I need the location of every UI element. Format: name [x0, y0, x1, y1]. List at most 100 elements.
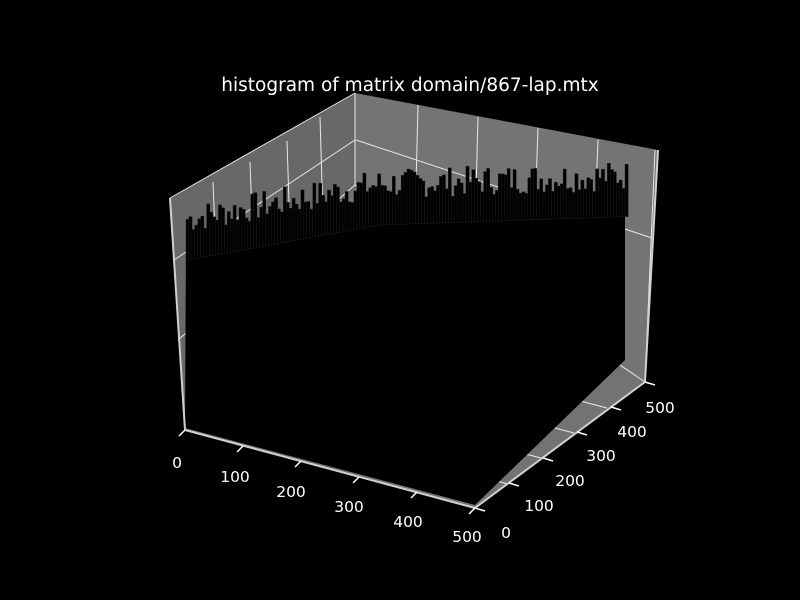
histogram-bar — [403, 172, 408, 225]
histogram-bar — [409, 169, 414, 225]
x-tick-label: 400 — [393, 513, 423, 531]
x-tick — [352, 476, 360, 484]
y-tick-label: 400 — [617, 423, 647, 441]
histogram-bar — [415, 175, 420, 224]
y-tick — [542, 457, 554, 462]
histogram-bar — [200, 215, 205, 258]
histogram-bar — [480, 191, 485, 222]
chart-title: histogram of matrix domain/867-lap.mtx — [221, 75, 598, 96]
x-tick — [236, 445, 244, 453]
histogram-bar — [359, 182, 364, 229]
y-tick-label: 300 — [586, 447, 616, 465]
histogram-bar — [377, 173, 381, 226]
histogram-bar — [188, 216, 193, 260]
histogram-bar — [607, 163, 611, 218]
histogram-bar — [448, 167, 452, 223]
histogram-bar — [194, 224, 199, 259]
histogram-bar — [309, 208, 314, 238]
histogram-bar — [601, 168, 605, 218]
histogram-bar — [365, 191, 370, 228]
histogram-bars — [185, 163, 629, 505]
y-tick — [610, 406, 622, 411]
x-tick — [294, 460, 302, 468]
histogram-bar — [232, 205, 237, 252]
x-tick — [468, 507, 476, 515]
x-ticks — [178, 429, 476, 515]
histogram-bar — [244, 217, 249, 250]
x-tick-label: 300 — [334, 498, 364, 516]
histogram-bar-mass — [185, 200, 625, 505]
y-tick-label: 100 — [524, 497, 554, 515]
y-axis-line — [474, 381, 646, 509]
histogram-bar — [392, 176, 396, 225]
y-tick — [474, 507, 486, 512]
histogram-bar — [545, 184, 549, 220]
histogram-bar — [557, 185, 561, 220]
histogram-bar — [321, 194, 325, 236]
histogram-bar — [562, 168, 567, 219]
histogram-bar — [589, 179, 593, 218]
histogram-bar — [536, 189, 540, 220]
histogram-bar — [339, 201, 343, 233]
histogram-bar — [250, 193, 255, 249]
histogram-bar — [453, 185, 458, 223]
histogram-bar — [613, 171, 617, 218]
histogram-bar — [524, 193, 529, 221]
histogram-bar — [468, 181, 473, 223]
histogram-bar — [551, 190, 555, 220]
z-axis-line — [169, 197, 186, 431]
histogram-bar — [333, 184, 337, 234]
histogram-bar — [530, 168, 535, 220]
histogram-bar — [347, 201, 352, 231]
y-tick-label: 500 — [645, 399, 675, 417]
histogram-bar — [518, 192, 523, 221]
histogram-bar — [283, 186, 287, 243]
histogram-bar — [271, 201, 275, 245]
histogram-bar — [327, 189, 331, 235]
histogram-bar — [442, 174, 446, 223]
histogram-bar — [371, 185, 376, 227]
x-tick — [410, 491, 418, 499]
histogram-bar — [474, 177, 479, 222]
histogram-bar — [262, 191, 267, 247]
histogram-bar — [218, 204, 222, 255]
histogram-bar — [421, 180, 426, 224]
histogram-bar — [277, 208, 281, 244]
z-axis-line-right — [644, 149, 659, 383]
histogram-bar — [397, 189, 402, 225]
histogram-bar — [580, 179, 585, 219]
histogram-bar — [436, 184, 440, 224]
histogram-bar — [574, 173, 579, 219]
x-axis-line — [184, 429, 476, 509]
histogram-bar — [238, 207, 243, 251]
x-tick — [178, 429, 186, 437]
histogram-bar — [506, 168, 511, 221]
histogram-bar — [300, 189, 305, 240]
histogram-bar — [256, 217, 261, 248]
y-tick — [508, 482, 520, 487]
x-tick-label: 0 — [172, 454, 182, 472]
histogram-bar — [459, 182, 464, 223]
histogram-bar — [386, 190, 390, 225]
y-tick-label: 0 — [501, 524, 511, 542]
histogram-bar — [624, 163, 629, 217]
histogram-bar — [353, 190, 358, 230]
histogram-bar — [212, 216, 216, 256]
histogram-bar — [206, 203, 211, 257]
x-tick-label: 100 — [220, 468, 250, 486]
x-tick-label: 500 — [452, 528, 482, 546]
histogram-bar — [512, 169, 517, 221]
histogram-bar — [226, 211, 231, 253]
histogram-bar — [294, 203, 299, 241]
histogram-bar — [492, 194, 496, 222]
x-tick-label: 200 — [276, 483, 306, 501]
histogram-bar — [430, 186, 434, 224]
y-ticks — [474, 381, 656, 512]
histogram-bar — [315, 202, 320, 237]
y-tick — [576, 431, 588, 436]
histogram-bar — [498, 173, 502, 222]
histogram-bar — [595, 168, 599, 218]
histogram-bar — [618, 179, 623, 217]
histogram-bar — [288, 207, 293, 242]
y-tick-label: 200 — [555, 472, 585, 490]
